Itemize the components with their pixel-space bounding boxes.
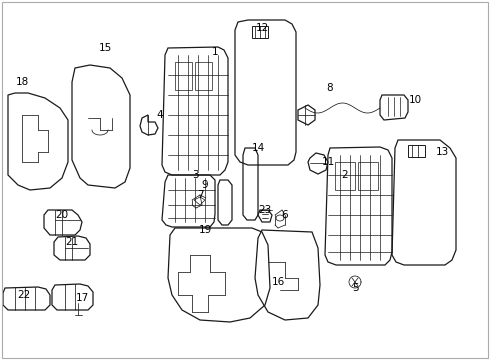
- Text: 17: 17: [75, 293, 89, 303]
- Text: 16: 16: [271, 277, 285, 287]
- Text: 13: 13: [436, 147, 449, 157]
- Text: 7: 7: [196, 190, 203, 200]
- Text: 2: 2: [342, 170, 348, 180]
- Text: 3: 3: [192, 170, 198, 180]
- Text: 8: 8: [327, 83, 333, 93]
- Text: 19: 19: [198, 225, 212, 235]
- Text: 11: 11: [321, 157, 335, 167]
- Text: 12: 12: [255, 23, 269, 33]
- Text: 15: 15: [98, 43, 112, 53]
- Text: 4: 4: [157, 110, 163, 120]
- Text: 14: 14: [251, 143, 265, 153]
- Text: 23: 23: [258, 205, 271, 215]
- Text: 5: 5: [352, 283, 358, 293]
- Text: 20: 20: [55, 210, 69, 220]
- Text: 1: 1: [212, 47, 219, 57]
- Text: 9: 9: [202, 180, 208, 190]
- Text: 18: 18: [15, 77, 28, 87]
- Text: 22: 22: [17, 290, 31, 300]
- Text: 10: 10: [409, 95, 421, 105]
- Text: 6: 6: [282, 210, 288, 220]
- Text: 21: 21: [65, 237, 78, 247]
